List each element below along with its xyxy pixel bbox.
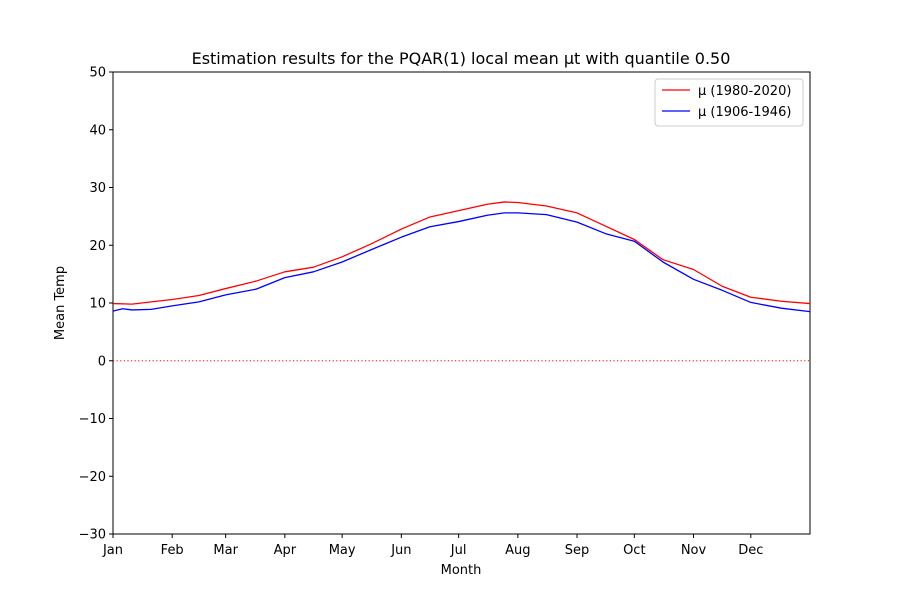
y-tick-label: −20 bbox=[79, 470, 106, 485]
x-tick-label: May bbox=[329, 543, 356, 558]
y-tick-label: 20 bbox=[89, 239, 106, 254]
x-axis: Jan Feb Mar Apr May Jun Jul Aug Sep Oct Nov Dec bbox=[102, 534, 763, 558]
legend-label-1980-2020: μ (1980-2020) bbox=[698, 84, 791, 99]
x-tick-label: Jun bbox=[390, 543, 411, 558]
y-tick-label: −30 bbox=[79, 528, 106, 543]
y-tick-label: 50 bbox=[89, 66, 106, 81]
y-axis: −30 −20 −10 0 10 20 30 40 50 bbox=[79, 66, 113, 543]
y-tick-label: 10 bbox=[89, 297, 106, 312]
series-line-1 bbox=[112, 212, 811, 313]
legend: μ (1980-2020) μ (1906-1946) bbox=[654, 78, 804, 127]
y-axis-label: Mean Temp bbox=[53, 266, 68, 340]
y-tick-label: 0 bbox=[98, 354, 106, 369]
y-tick-label: −10 bbox=[79, 412, 106, 427]
x-tick-label: Apr bbox=[274, 543, 297, 558]
x-tick-label: Sep bbox=[565, 543, 590, 558]
x-tick-label: Feb bbox=[161, 543, 184, 558]
series-line-0 bbox=[112, 201, 811, 305]
x-tick-label: Nov bbox=[681, 543, 707, 558]
x-tick-label: Mar bbox=[213, 543, 238, 558]
legend-box bbox=[654, 78, 804, 127]
x-tick-label: Aug bbox=[505, 543, 530, 558]
x-tick-label: Dec bbox=[738, 543, 763, 558]
x-tick-label: Jul bbox=[450, 543, 467, 558]
x-axis-label: Month bbox=[441, 563, 482, 578]
plot-frame bbox=[112, 71, 811, 535]
series-lines bbox=[112, 201, 811, 313]
y-tick-label: 30 bbox=[89, 181, 106, 196]
plot-area bbox=[112, 71, 811, 535]
y-tick-label: 40 bbox=[89, 123, 106, 138]
x-tick-label: Jan bbox=[102, 543, 123, 558]
chart-title: Estimation results for the PQAR(1) local… bbox=[192, 49, 731, 68]
x-tick-label: Oct bbox=[623, 543, 645, 558]
legend-label-1906-1946: μ (1906-1946) bbox=[698, 105, 791, 120]
